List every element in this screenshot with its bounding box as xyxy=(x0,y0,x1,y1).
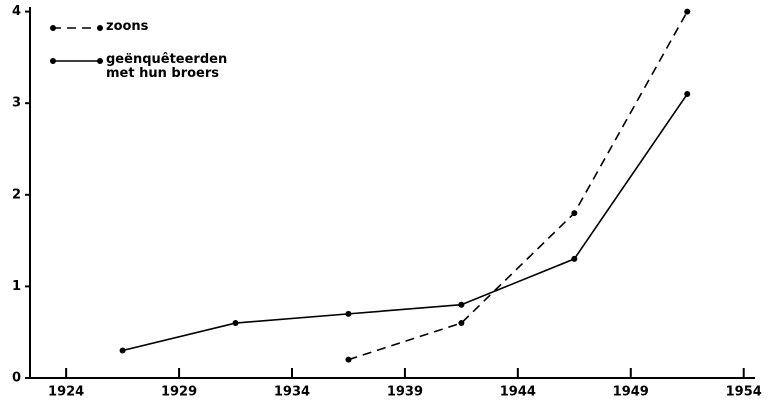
legend-dot xyxy=(97,25,103,31)
data-point xyxy=(458,301,465,308)
series-line xyxy=(348,11,688,361)
x-tick-label: 1949 xyxy=(613,385,649,400)
y-tick-label: 1 xyxy=(12,279,21,294)
y-tick-label: 3 xyxy=(12,96,21,111)
legend-label: geënquêteerden met hun broers xyxy=(106,52,228,81)
data-point xyxy=(684,91,691,98)
x-tick-label: 1939 xyxy=(387,385,423,400)
x-tick-label: 1924 xyxy=(48,385,84,400)
legend-label: zoons xyxy=(106,19,149,34)
x-tick-label: 1944 xyxy=(500,385,536,400)
y-tick-label: 4 xyxy=(12,4,21,19)
data-point xyxy=(571,255,578,262)
data-point xyxy=(119,347,126,354)
data-point xyxy=(232,320,239,327)
data-point xyxy=(458,320,465,327)
legend-dot xyxy=(97,58,103,64)
x-tick-label: 1934 xyxy=(274,385,310,400)
x-tick-label: 1954 xyxy=(726,385,762,400)
data-point xyxy=(684,8,691,15)
x-tick-label: 1929 xyxy=(161,385,197,400)
y-tick-label: 2 xyxy=(12,187,21,202)
data-point xyxy=(345,356,352,363)
y-tick-label: 0 xyxy=(12,371,21,386)
legend-dot xyxy=(50,58,56,64)
data-point xyxy=(571,210,578,217)
data-point xyxy=(345,310,352,317)
series-line xyxy=(122,93,688,352)
legend-dot xyxy=(50,25,56,31)
